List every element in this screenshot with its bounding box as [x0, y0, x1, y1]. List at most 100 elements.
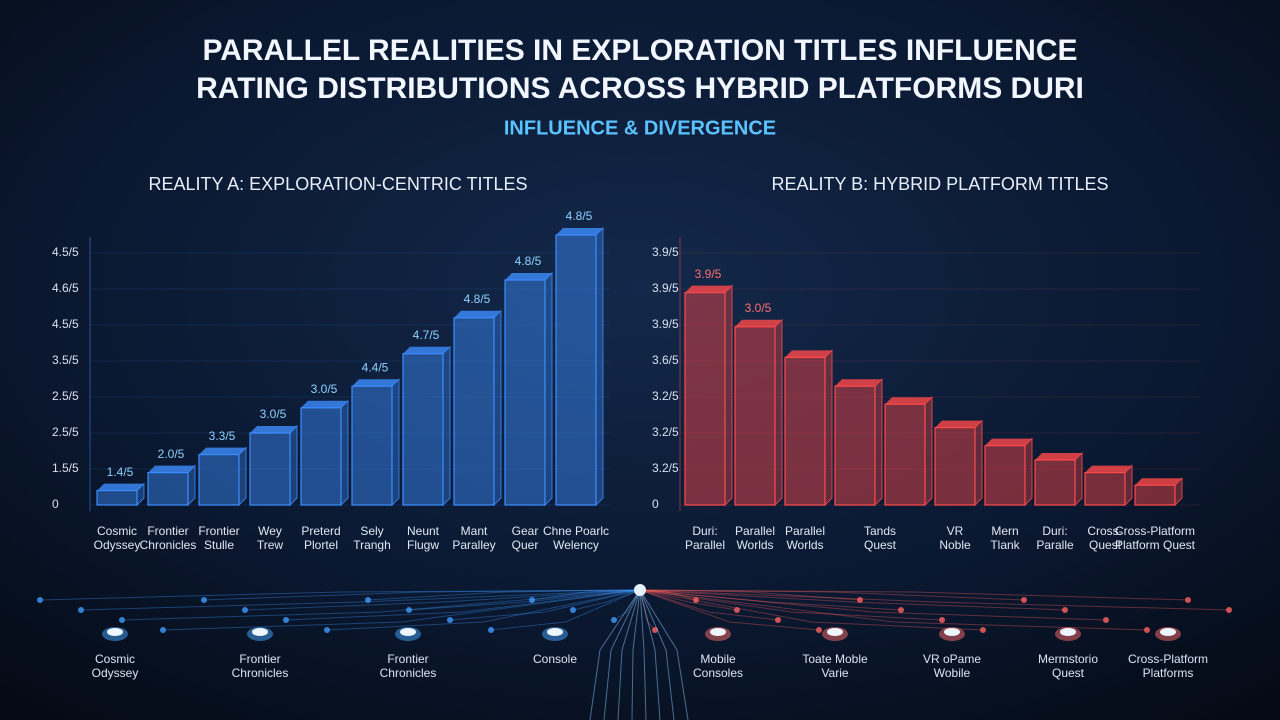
- bar-annotation: 3.0/5: [745, 301, 772, 315]
- x-tick-label: Worlds: [736, 538, 773, 552]
- circuit-dot: [1103, 617, 1109, 623]
- circuit-dot: [898, 607, 904, 613]
- bar-side: [874, 377, 883, 507]
- bar: [198, 454, 240, 506]
- bar-top: [935, 420, 982, 428]
- circuit-trace: [639, 589, 820, 631]
- bar: [884, 403, 926, 506]
- circuit-dot: [734, 607, 740, 613]
- circuit-dot: [980, 627, 986, 633]
- node-label: Frontier: [387, 652, 428, 666]
- circuit-trace: [531, 589, 641, 601]
- bar-side: [442, 345, 451, 507]
- circuit-dot: [365, 597, 371, 603]
- x-tick-label: Neunt: [407, 524, 440, 538]
- circuit-trace: [589, 589, 641, 720]
- circuit-trace: [639, 589, 697, 601]
- circuit-trace: [639, 589, 984, 631]
- bar: [934, 427, 976, 506]
- bar-side: [595, 226, 604, 507]
- bar-top: [1135, 478, 1182, 486]
- circuit-dot: [37, 597, 43, 603]
- title-line: PARALLEL REALITIES IN EXPLORATION TITLES…: [202, 34, 1077, 67]
- circuit-dot: [529, 597, 535, 603]
- bar: [249, 432, 291, 506]
- bar: [402, 353, 444, 506]
- y-tick-label: 3.9/5: [652, 245, 679, 259]
- x-tick-label: Mant: [461, 524, 488, 538]
- bar-annotation: 4.8/5: [566, 209, 593, 223]
- bar: [300, 407, 342, 506]
- circuit-trace: [639, 589, 1107, 621]
- circuit-trace: [639, 589, 943, 621]
- bar-top: [685, 285, 732, 293]
- node: [252, 628, 268, 636]
- node-label: Mobile: [700, 652, 736, 666]
- x-tick-label: Chne Poarlc: [543, 524, 609, 538]
- x-tick-label: Platform Quest: [1115, 538, 1196, 552]
- circuit-trace: [162, 589, 641, 631]
- bar: [784, 356, 826, 506]
- x-tick-label: Sely: [360, 524, 383, 538]
- circuit-trace: [639, 589, 661, 720]
- circuit-trace: [80, 589, 641, 611]
- circuit-dot: [816, 627, 822, 633]
- bar-annotation: 4.8/5: [515, 254, 542, 268]
- bar: [555, 234, 597, 506]
- x-tick-label: Flugw: [407, 538, 439, 552]
- node-label: Wobile: [934, 666, 971, 680]
- bar-top: [352, 379, 399, 387]
- x-tick-label: Duri:: [692, 524, 717, 538]
- bar-side: [1024, 437, 1033, 507]
- y-tick-label: 0: [52, 497, 59, 511]
- node-label: Chronicles: [380, 666, 437, 680]
- bar-top: [97, 483, 144, 491]
- bar-annotation: 3.9/5: [695, 267, 722, 281]
- chart-title: REALITY A: EXPLORATION-CENTRIC TITLES: [148, 174, 527, 194]
- x-tick-label: Parallel: [785, 524, 825, 538]
- x-tick-label: Cross-: [1087, 524, 1122, 538]
- circuit-dot: [570, 607, 576, 613]
- x-tick-label: Cosmic: [97, 524, 137, 538]
- x-tick-label: Cross-Platform: [1115, 524, 1195, 538]
- circuit-trace: [639, 589, 1189, 601]
- x-tick-label: Parallel: [685, 538, 725, 552]
- circuit-trace: [408, 589, 641, 611]
- circuit-trace: [639, 589, 1148, 631]
- node-label: Varie: [821, 666, 848, 680]
- circuit-trace: [603, 589, 641, 720]
- bar-top: [985, 438, 1032, 446]
- circuit-trace: [639, 589, 647, 720]
- y-tick-label: 4.6/5: [52, 281, 79, 295]
- bar-annotation: 4.7/5: [413, 328, 440, 342]
- x-tick-label: Chronicles: [140, 538, 197, 552]
- node-label: Consoles: [693, 666, 743, 680]
- node-label: Odyssey: [92, 666, 139, 680]
- bar-top: [556, 228, 603, 235]
- circuit-dot: [160, 627, 166, 633]
- bar-side: [289, 424, 298, 507]
- node-label: VR oPame: [923, 652, 981, 666]
- circuit-trace: [449, 589, 641, 621]
- circuit-trace: [639, 589, 902, 611]
- node-label: Console: [533, 652, 577, 666]
- node-label: Platforms: [1143, 666, 1194, 680]
- y-tick-label: 2.5/5: [52, 425, 79, 439]
- bar-side: [824, 349, 833, 507]
- x-tick-label: Preterd: [301, 524, 340, 538]
- y-tick-label: 3.9/5: [652, 317, 679, 331]
- bar-side: [1074, 451, 1083, 507]
- x-tick-label: Stulle: [204, 538, 234, 552]
- bar: [453, 317, 495, 506]
- bar: [96, 490, 138, 506]
- bar: [351, 385, 393, 506]
- bar-top: [250, 426, 297, 433]
- circuit-trace: [639, 589, 861, 601]
- bar: [984, 445, 1026, 506]
- circuit-dot: [324, 627, 330, 633]
- circuit-dot: [693, 597, 699, 603]
- bar-top: [735, 319, 782, 327]
